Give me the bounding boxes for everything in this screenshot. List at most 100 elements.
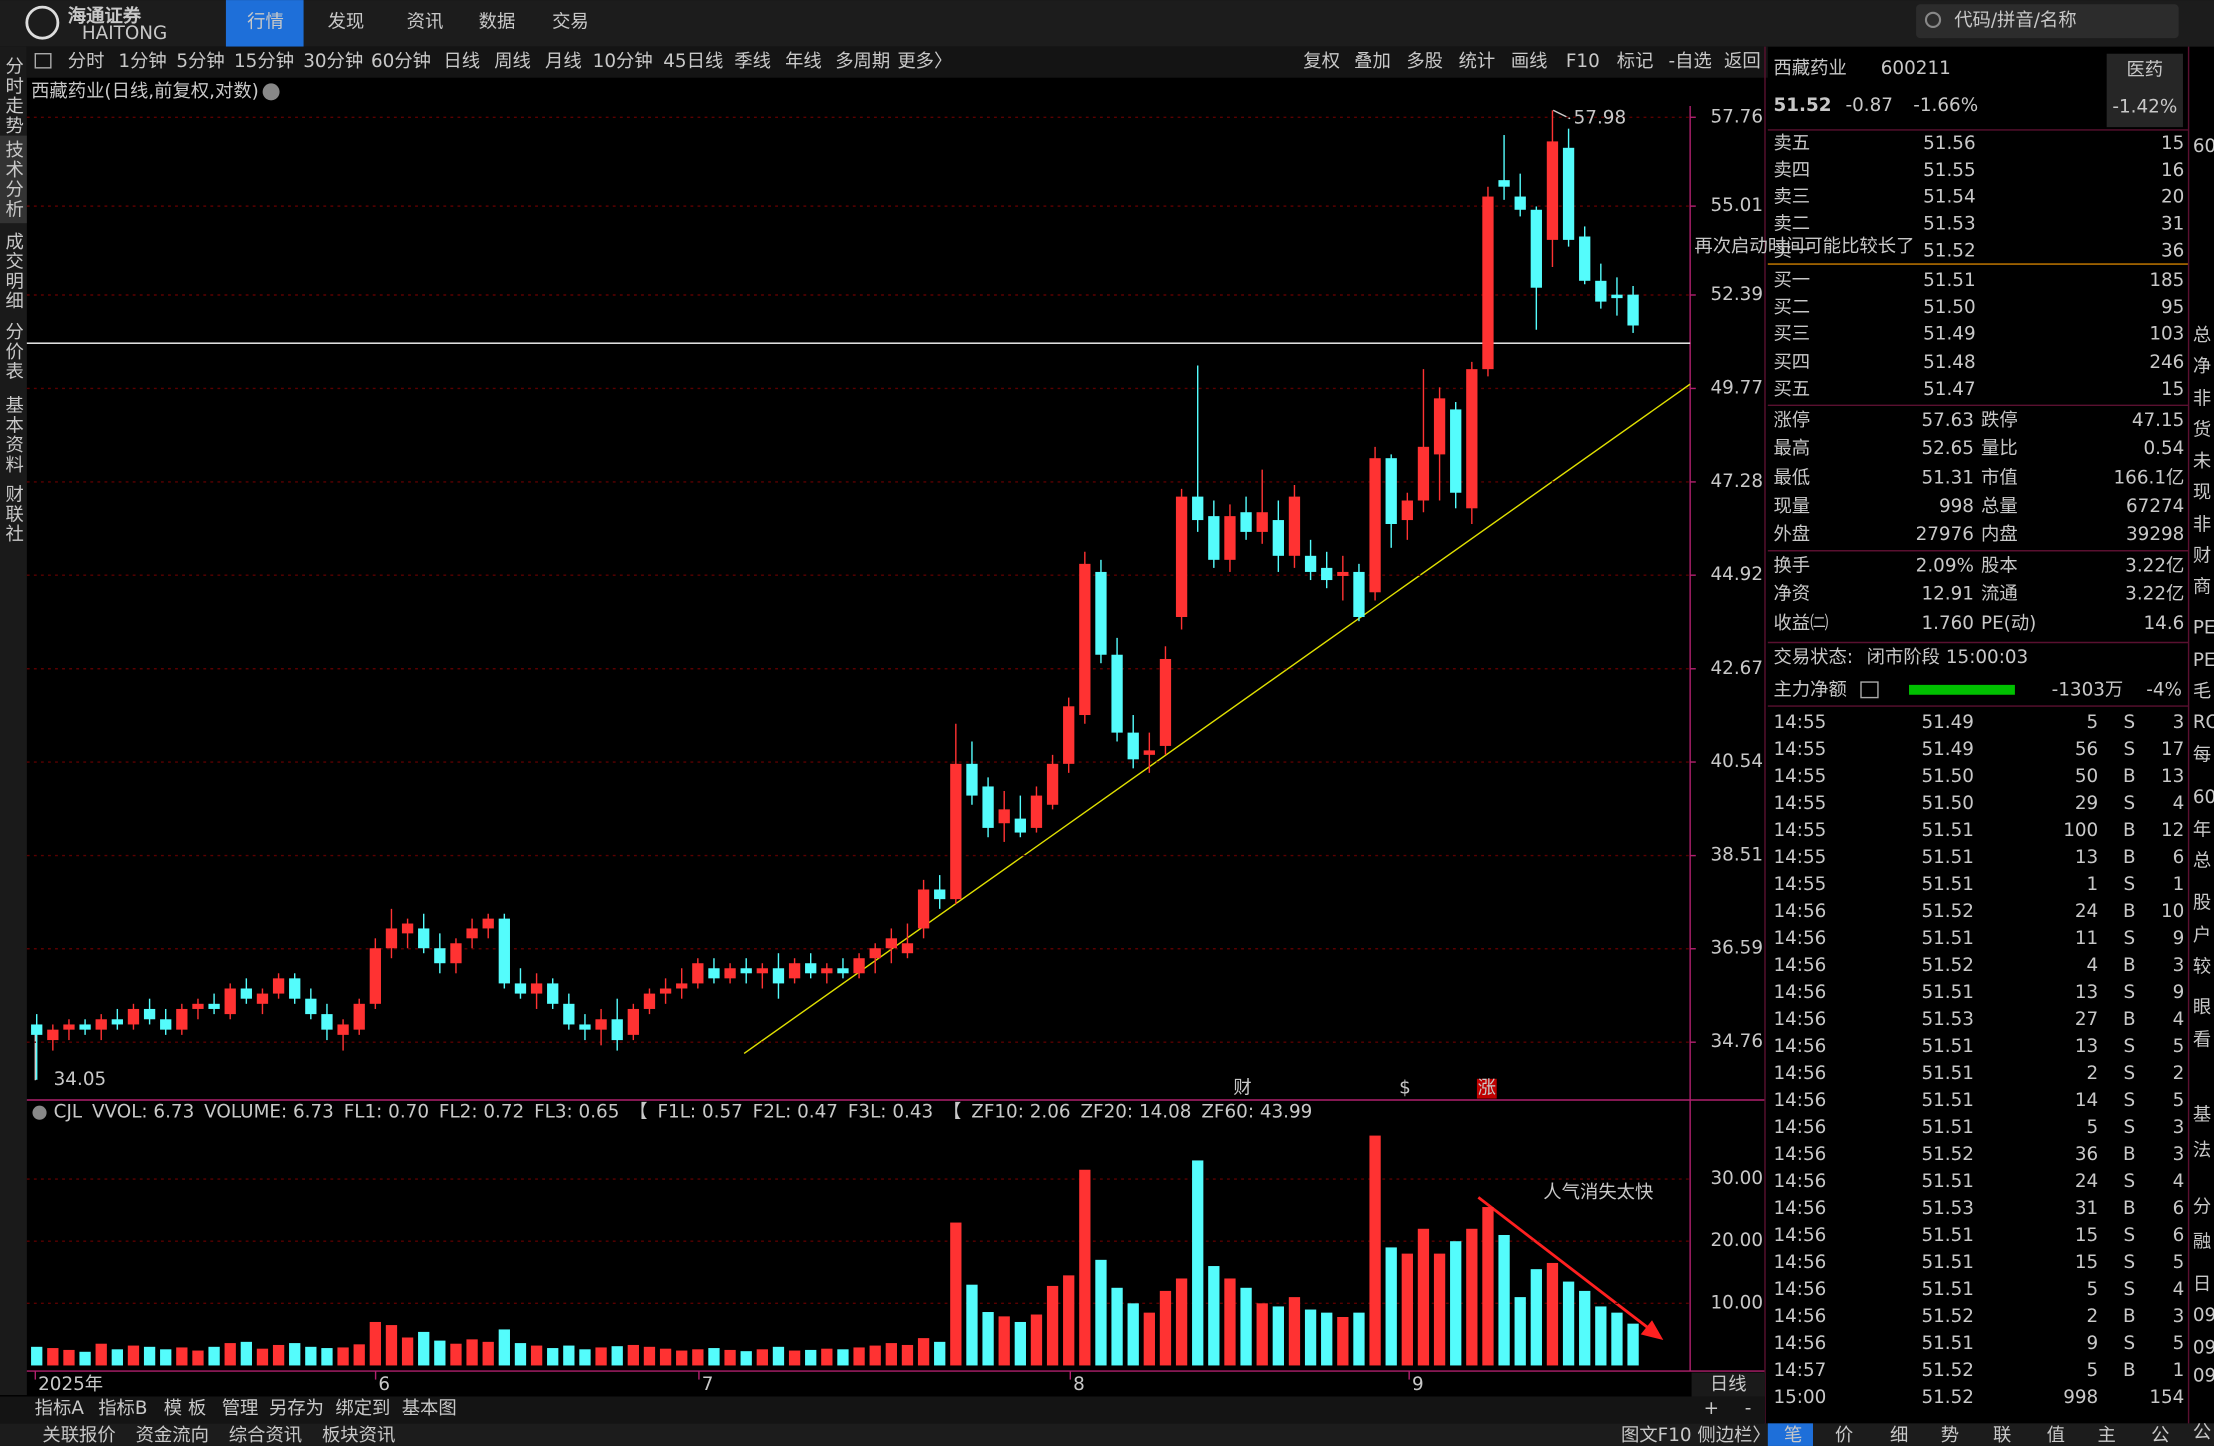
edge-text: 09: [2193, 1305, 2214, 1326]
tool-button[interactable]: 多股: [1406, 51, 1443, 72]
candle-body: [1143, 750, 1155, 755]
menu-tab[interactable]: 行情: [247, 12, 284, 33]
period-button[interactable]: 年线: [785, 51, 822, 72]
candle-body: [31, 1024, 43, 1035]
volume-bar: [1385, 1247, 1397, 1366]
bottom-tab[interactable]: 关联报价: [42, 1425, 115, 1446]
period-button[interactable]: 更多〉: [897, 51, 952, 72]
tool-button[interactable]: 画线: [1511, 51, 1548, 72]
period-button[interactable]: 1分钟: [118, 51, 166, 72]
side-tab[interactable]: 基本资料: [3, 395, 24, 474]
candle-body: [240, 988, 252, 999]
bottom-tool[interactable]: 另存为: [269, 1398, 324, 1419]
side-toggle[interactable]: 图文F10 侧边栏〉: [1621, 1425, 1771, 1446]
period-button[interactable]: 日线: [1710, 1374, 1747, 1395]
quote-tab[interactable]: 细: [1890, 1425, 1908, 1446]
volume-bar: [1562, 1281, 1575, 1366]
tool-button[interactable]: -自选: [1668, 51, 1711, 72]
candle-body: [434, 948, 446, 964]
bottom-tool[interactable]: 管理: [222, 1398, 259, 1419]
period-button[interactable]: 60分钟: [371, 51, 431, 72]
tick-volume: 1: [2087, 874, 2099, 895]
indicator-value: VVOL: 6.73: [92, 1102, 194, 1123]
menu-tab[interactable]: 交易: [552, 12, 589, 33]
edge-text: 未: [2193, 451, 2211, 472]
quote-tab[interactable]: 笔: [1784, 1425, 1802, 1446]
side-tab[interactable]: 成交明细: [3, 232, 24, 311]
tool-button[interactable]: 统计: [1459, 51, 1496, 72]
tool-button[interactable]: 复权: [1303, 51, 1340, 72]
bottom-tab[interactable]: 综合资讯: [229, 1425, 302, 1446]
period-button[interactable]: 30分钟: [303, 51, 363, 72]
tick-price: 51.52: [1921, 1144, 1974, 1165]
tick-time: 14:56: [1773, 1198, 1826, 1219]
quote-tab[interactable]: 联: [1993, 1425, 2011, 1446]
period-button[interactable]: 周线: [494, 51, 531, 72]
period-button[interactable]: 季线: [734, 51, 771, 72]
quote-tab[interactable]: 势: [1941, 1425, 1959, 1446]
side-tab[interactable]: 分价表: [3, 322, 24, 381]
period-button[interactable]: 月线: [545, 51, 582, 72]
event-marker[interactable]: 财: [1233, 1078, 1251, 1099]
zoom-button[interactable]: -: [1745, 1398, 1752, 1419]
side-tab[interactable]: 财联社: [3, 484, 24, 543]
quote-tab[interactable]: 主: [2098, 1425, 2116, 1446]
bottom-tool[interactable]: 指标A: [35, 1398, 85, 1419]
volume-bar: [482, 1341, 494, 1366]
sector[interactable]: 医药: [2126, 60, 2163, 81]
stat-label: 净资: [1773, 584, 1810, 605]
quote-tab[interactable]: 公: [2151, 1425, 2169, 1446]
menu-tab[interactable]: 资讯: [407, 12, 444, 33]
candle-body: [1240, 512, 1252, 532]
period-button[interactable]: 多周期: [835, 51, 890, 72]
menu-tab[interactable]: 数据: [479, 12, 516, 33]
candle-body: [1111, 654, 1123, 733]
menu-tab[interactable]: 发现: [328, 12, 365, 33]
period-button[interactable]: 日线: [443, 51, 480, 72]
bottom-tool[interactable]: 模 板: [164, 1398, 207, 1419]
stat-label: 跌停: [1981, 410, 2018, 431]
side-tab[interactable]: 分时走势: [3, 57, 24, 136]
tick-volume: 5: [2087, 1117, 2099, 1138]
candle-body: [63, 1024, 75, 1030]
tick-time: 14:56: [1773, 1171, 1826, 1192]
search-box[interactable]: [1916, 4, 2179, 39]
tick-price: 51.51: [1921, 1117, 1974, 1138]
tick-price: 51.51: [1921, 1171, 1974, 1192]
tool-button[interactable]: 标记: [1617, 51, 1654, 72]
period-button[interactable]: 15分钟: [234, 51, 294, 72]
search-placeholder[interactable]: 代码/拼音/名称: [1954, 10, 2076, 31]
period-button[interactable]: 5分钟: [176, 51, 224, 72]
tool-button[interactable]: F10: [1566, 51, 1600, 72]
candle-body: [692, 963, 704, 984]
volume-bar: [1127, 1303, 1139, 1366]
bottom-tool[interactable]: 基本图: [402, 1398, 457, 1419]
stat-label: 内盘: [1981, 524, 2018, 545]
tick-time: 14:56: [1773, 1225, 1826, 1246]
sector-box[interactable]: [2106, 53, 2183, 128]
side-tab[interactable]: 技术分析: [3, 140, 24, 219]
quote-tab[interactable]: 价: [1835, 1425, 1853, 1446]
stat-label: 现量: [1773, 496, 1810, 517]
bottom-tab[interactable]: 资金流向: [136, 1425, 209, 1446]
bottom-tool[interactable]: 指标B: [98, 1398, 147, 1419]
y-tick-label: 49.77: [1710, 377, 1763, 398]
period-button[interactable]: 分时: [68, 51, 105, 72]
bottom-tab[interactable]: 板块资讯: [322, 1425, 395, 1446]
tick-price: 51.53: [1921, 1198, 1974, 1219]
quote-tab[interactable]: 值: [2047, 1425, 2065, 1446]
stat-value: 14.6: [2144, 613, 2185, 634]
tool-button[interactable]: 叠加: [1354, 51, 1391, 72]
tick-side: S: [2123, 1063, 2135, 1084]
volume-bar: [47, 1348, 59, 1366]
period-button[interactable]: 45日线: [663, 51, 723, 72]
last-price: 51.52: [1773, 95, 1831, 116]
period-button[interactable]: 10分钟: [593, 51, 653, 72]
tool-button[interactable]: 返回: [1724, 51, 1761, 72]
tick-side: S: [2123, 1252, 2135, 1273]
event-marker[interactable]: $: [1399, 1078, 1411, 1099]
bottom-tool[interactable]: 绑定到: [335, 1398, 390, 1419]
zoom-button[interactable]: +: [1704, 1398, 1719, 1419]
event-marker[interactable]: 涨: [1478, 1078, 1496, 1099]
tick-count: 5: [2173, 1090, 2185, 1111]
